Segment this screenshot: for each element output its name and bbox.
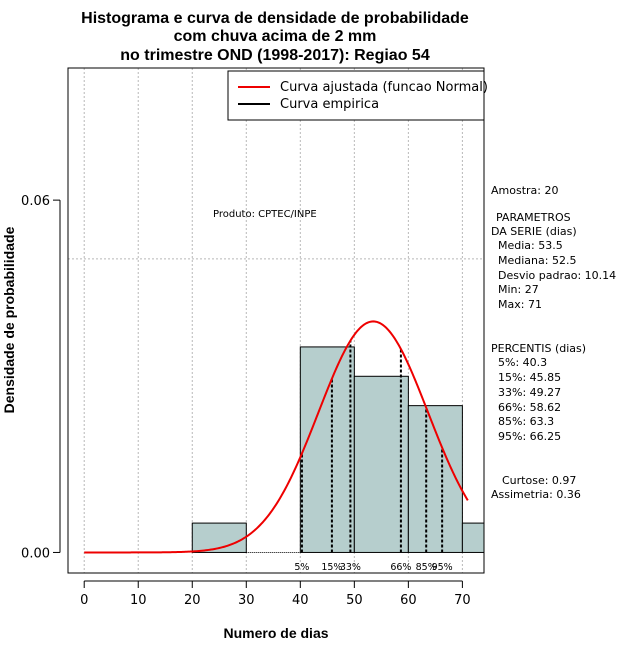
side-min: Min: 27 (498, 283, 539, 296)
side-percentis-title: PERCENTIS (dias) (491, 342, 586, 355)
histogram-bar (353, 375, 409, 553)
percentile-label: 33% (340, 562, 361, 573)
histogram-bar (407, 405, 463, 553)
x-tick-label: 70 (454, 593, 471, 608)
plot-frame (67, 67, 485, 574)
side-assimetria: Assimetria: 0.36 (491, 488, 581, 501)
x-tick-label: 50 (346, 593, 363, 608)
side-p85: 85%: 63.3 (498, 415, 554, 428)
percentile-label: 5% (294, 562, 309, 573)
legend-empirical-label: Curva empirica (280, 97, 379, 112)
side-media: Media: 53.5 (498, 239, 563, 252)
x-tick-label: 40 (292, 593, 309, 608)
curve-layer (84, 320, 469, 554)
percentile-label: 15% (321, 562, 342, 573)
histogram-bar (299, 346, 355, 553)
legend-box (227, 70, 485, 121)
side-p5: 5%: 40.3 (498, 356, 547, 369)
percentile-lines-layer: 5% 15%33% 66% 85%95% (294, 340, 453, 573)
axis-layer: 0 10 20 30 40 50 60 70 0.00 0.06 (21, 194, 471, 608)
x-tick-label: 0 (80, 593, 88, 608)
y-axis-title: Densidade de probabilidade (1, 226, 17, 413)
side-amostra: Amostra: 20 (491, 184, 558, 197)
side-p66: 66%: 58.62 (498, 401, 561, 414)
side-max: Max: 71 (498, 298, 542, 311)
chart-title-line-3: no trimestre OND (1998-2017): Regiao 54 (120, 47, 430, 64)
product-label: Produto: CPTEC/INPE (213, 209, 317, 220)
side-p95: 95%: 66.25 (498, 430, 561, 443)
bars-layer (191, 346, 484, 553)
side-p15: 15%: 45.85 (498, 371, 561, 384)
legend-normal-label: Curva ajustada (funcao Normal) (280, 80, 488, 95)
percentile-label: 66% (390, 562, 411, 573)
side-parametros-title-1: PARAMETROS (496, 211, 571, 224)
x-tick-label: 20 (184, 593, 201, 608)
histogram-bar (461, 522, 484, 553)
x-axis-title: Numero de dias (223, 625, 328, 641)
chart-title-line-2: com chuva acima de 2 mm (174, 28, 377, 45)
side-mediana: Mediana: 52.5 (498, 254, 576, 267)
percentile-label: 95% (432, 562, 453, 573)
side-curtose: Curtose: 0.97 (502, 474, 576, 487)
side-panel: Amostra: 20 PARAMETROS DA SERIE (dias) M… (491, 184, 616, 501)
grid-layer (68, 68, 484, 573)
x-tick-label: 10 (130, 593, 147, 608)
side-p33: 33%: 49.27 (498, 386, 561, 399)
legend: Curva ajustada (funcao Normal) Curva emp… (227, 70, 488, 121)
y-tick-label: 0.00 (21, 546, 50, 561)
x-tick-label: 30 (238, 593, 255, 608)
side-desvio: Desvio padrao: 10.14 (498, 269, 616, 282)
histogram-bar (191, 522, 247, 553)
x-tick-label: 60 (400, 593, 417, 608)
chart-title-line-1: Histograma e curva de densidade de proba… (81, 10, 469, 27)
percentile-label: 85% (416, 562, 437, 573)
normal-curve-line (84, 320, 469, 554)
side-parametros-title-2: DA SERIE (dias) (491, 225, 577, 238)
y-tick-label: 0.06 (21, 194, 50, 209)
